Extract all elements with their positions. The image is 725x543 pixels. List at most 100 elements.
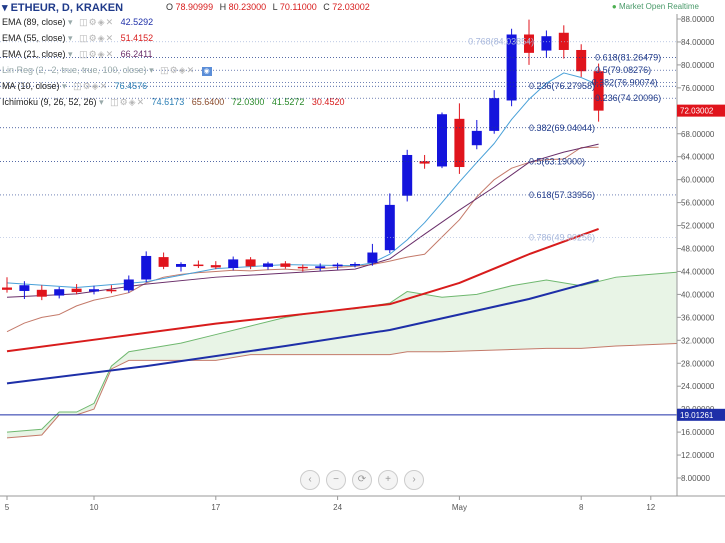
ohlc-high-value: 80.23000	[228, 2, 267, 12]
candle-body	[89, 289, 99, 292]
zoom-in-button[interactable]: +	[378, 470, 398, 490]
ema89-line	[6, 279, 599, 385]
indicator-name: Lin Reg (2, -2, true, true, 100, close)	[2, 65, 147, 75]
price-tick-label: 24.00000	[681, 382, 715, 391]
indicator-action-icons[interactable]: ◫⚙◈✕	[79, 49, 115, 59]
candle-body	[593, 71, 604, 111]
candle-body	[210, 265, 221, 268]
indicator-row-ema21[interactable]: EMA (21, close) ▾ ◫⚙◈✕ 66.2411	[2, 49, 153, 59]
price-tick-label: 36.00000	[681, 313, 715, 322]
time-tick-label: 8	[579, 503, 584, 512]
ohlc-close-value: 72.03002	[332, 2, 370, 12]
indicator-value: 66.2411	[120, 49, 153, 59]
fib-level-label: 0.382(76.90074)	[592, 78, 658, 88]
ichimoku-span-b	[6, 342, 686, 439]
zoom-out-button[interactable]: −	[326, 470, 346, 490]
price-tick-label: 84.00000	[681, 38, 715, 47]
price-line-badge	[677, 408, 725, 421]
candle-body	[471, 130, 482, 146]
candle-body	[350, 263, 360, 266]
ohlc-high-label: H	[219, 2, 227, 12]
indicator-row-ema55[interactable]: EMA (55, close) ▾ ◫⚙◈✕ 51.4152	[2, 33, 154, 43]
price-line-label: 19.01261	[680, 411, 714, 420]
price-tick-label: 12.00000	[681, 451, 715, 460]
price-tick-label: 32.00000	[681, 336, 715, 345]
candle-body	[193, 264, 204, 267]
indicator-row-ema89[interactable]: EMA (89, close) ▾ ◫⚙◈✕ 42.5292	[2, 17, 154, 27]
indicator-action-icons[interactable]: ◫⚙◈✕	[79, 17, 115, 27]
candle-body	[280, 263, 291, 267]
indicator-name: EMA (55, close)	[2, 33, 66, 43]
candle-body	[2, 287, 12, 290]
symbol-title[interactable]: ▾ ETHEUR, D, KRAKEN	[2, 1, 123, 14]
indicator-row-linreg[interactable]: Lin Reg (2, -2, true, true, 100, close) …	[2, 65, 212, 76]
chart-navigation[interactable]: ‹ − ⟳ + ›	[300, 470, 424, 490]
price-tick-label: 40.00000	[681, 290, 715, 299]
price-tick-label: 80.00000	[681, 61, 715, 70]
candle-body	[158, 257, 169, 267]
candle-body	[524, 34, 534, 53]
indicator-value: 30.4520	[311, 97, 345, 107]
candle-body	[419, 161, 430, 164]
ohlc-close-label: C	[323, 2, 330, 12]
current-price-label: 72.03002	[680, 107, 714, 116]
indicator-value: 41.5272	[271, 97, 305, 107]
price-tick-label: 44.00000	[681, 267, 715, 276]
indicator-action-icons[interactable]: ◫⚙◈✕	[160, 65, 196, 75]
indicator-value: 65.6400	[191, 97, 225, 107]
candle-body	[36, 289, 47, 297]
indicator-action-icons[interactable]: ◫⚙◈✕	[110, 97, 146, 107]
candle-body	[576, 49, 587, 72]
ohlc-low-value: 70.11000	[279, 2, 317, 12]
candle-body	[332, 264, 343, 267]
price-tick-label: 52.00000	[681, 222, 715, 231]
indicator-name: EMA (21, close)	[2, 49, 66, 59]
indicator-row-ichimoku[interactable]: Ichimoku (9, 26, 52, 26) ▾ ◫⚙◈✕ 74.6173 …	[2, 97, 345, 107]
fib-level-label: 0.618(81.26479)	[595, 53, 661, 63]
symbol-label: ETHEUR, D, KRAKEN	[10, 2, 124, 14]
indicator-value: 51.4152	[120, 33, 154, 43]
indicator-action-icons[interactable]: ◫⚙◈✕	[73, 81, 109, 91]
reset-button[interactable]: ⟳	[352, 470, 372, 490]
time-tick-label: May	[452, 503, 467, 512]
price-tick-label: 76.00000	[681, 84, 715, 93]
ohlc-open-label: O	[166, 2, 174, 12]
fib-level-label: 0.786(49.90256)	[529, 233, 595, 243]
time-tick-label: 12	[646, 503, 655, 512]
candles	[2, 19, 604, 301]
ema55-line	[6, 228, 599, 353]
candle-body	[402, 154, 413, 196]
candle-body	[558, 32, 569, 50]
indicator-value: 76.4576	[114, 81, 148, 91]
time-tick-label: 5	[5, 503, 10, 512]
candle-body	[19, 285, 30, 291]
candle-body	[541, 36, 552, 51]
candle-body	[489, 98, 500, 131]
fibonacci-levels: 0.768(84.03854) 0.618(81.26479) 0.5(79.082…	[0, 37, 677, 243]
fib-level-label: 0.768(84.03854)	[468, 37, 534, 47]
price-tick-label: 88.00000	[681, 15, 715, 24]
scroll-right-button[interactable]: ›	[404, 470, 424, 490]
fib-level-label: 0.236(74.20096)	[595, 93, 661, 103]
indicator-row-ma10[interactable]: MA (10, close) ▾ ◫⚙◈✕ 76.4576	[2, 81, 148, 91]
indicator-value: 72.0300	[231, 97, 265, 107]
market-status: ● Market Open Realtime	[612, 2, 699, 11]
fib-level-label: 0.5(63.19000)	[529, 156, 585, 166]
price-axis: 88.0000084.0000080.0000076.0000072.00000…	[676, 0, 725, 543]
candle-body	[454, 118, 465, 168]
scroll-left-button[interactable]: ‹	[300, 470, 320, 490]
collapse-icon[interactable]: ▾	[2, 2, 8, 14]
ohlc-readout: O 78.90999 H 80.23000 L 70.11000 C 72.03…	[166, 2, 374, 12]
candle-body	[141, 255, 152, 280]
candle-body	[297, 266, 308, 269]
ohlc-open-value: 78.90999	[175, 2, 214, 12]
eye-icon[interactable]: ◉	[201, 67, 212, 76]
candle-body	[71, 288, 82, 293]
ema21-line	[6, 143, 599, 298]
market-status-dot-icon: ●	[611, 2, 617, 11]
indicator-action-icons[interactable]: ◫⚙◈✕	[79, 33, 115, 43]
indicator-value: 42.5292	[120, 17, 154, 27]
price-tick-label: 16.00000	[681, 428, 715, 437]
candle-body	[315, 266, 326, 269]
